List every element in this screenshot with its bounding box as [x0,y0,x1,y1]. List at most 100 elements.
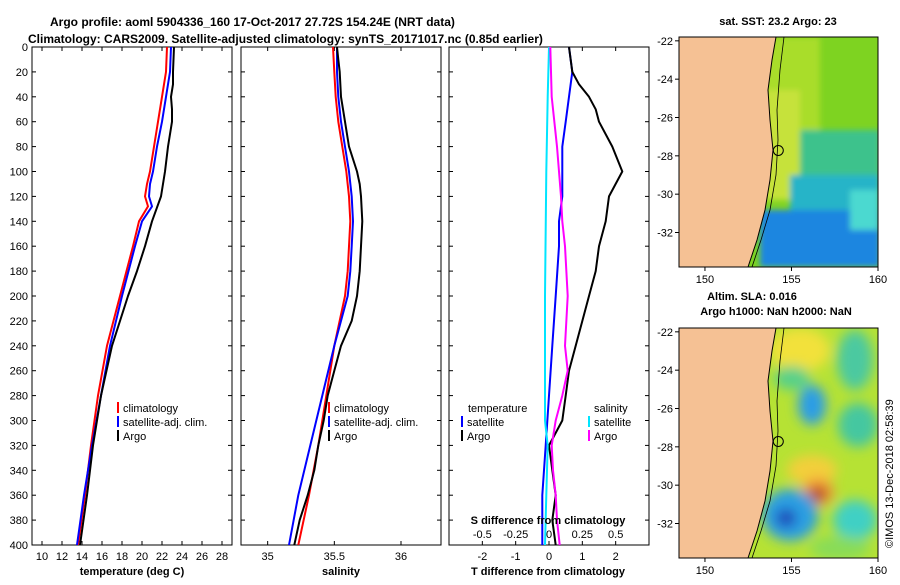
depth-tick-label: 320 [10,440,28,452]
axis-ticks: 0204060801001201401601802002202402602803… [10,42,649,563]
x-tick-label: 20 [136,551,148,563]
depth-tick-label: 260 [10,366,28,378]
depth-tick-label: 280 [10,391,28,403]
x-tick-label: 35.5 [324,551,345,563]
sla-map-frame [678,327,879,559]
depth-tick-label: 300 [10,416,28,428]
salinity-legend: climatology satellite-adj. clim. Argo [328,402,418,443]
series-line-climatology [297,47,352,545]
legend-label-argo: Argo [123,431,146,443]
sla-blob-yellow1 [770,328,830,372]
x-tick-label: 18 [116,551,128,563]
depth-tick-label: 240 [10,341,28,353]
sla-blob-teal3 [833,500,877,540]
s-diff-tick-label: 0 [546,529,552,541]
lon-tick-label: 155 [782,565,800,577]
lat-tick-label: -22 [657,36,673,48]
sla-blob-yellow2 [787,455,837,485]
x-tick-label: 0 [546,551,552,563]
depth-tick-label: 40 [16,92,28,104]
sla-bathymetry-contour [751,328,785,558]
sst-bathymetry-contour [751,37,785,267]
lat-tick-label: -24 [657,365,673,377]
sla-map-title: Altim. SLA: 0.016 [707,291,797,303]
lon-tick-label: 150 [696,565,714,577]
x-tick-label: 24 [176,551,188,563]
x-tick-label: 1 [579,551,585,563]
s-diff-tick-label: 0.25 [572,529,593,541]
legend-label-t-satellite: satellite [467,417,504,429]
lat-tick-label: -22 [657,327,673,339]
x-tick-label: 35 [262,551,274,563]
sla-blob-darkblue [776,509,796,527]
legend-label-satellite: satellite-adj. clim. [123,417,207,429]
series-line-t-argo [548,47,624,545]
series-line-satellite-adj-clim- [288,47,354,545]
map-ticks: 150 155 160 -22 -24 -26 -28 -30 -32 150 155 160 -22 -… [657,36,887,577]
lat-tick-label: -32 [657,228,673,240]
x-tick-label: 12 [56,551,68,563]
sst-map-title: sat. SST: 23.2 Argo: 23 [719,16,837,28]
depth-tick-label: 80 [16,142,28,154]
series-line-climatology [77,47,168,545]
series-line-s-satellite [544,47,550,545]
depth-tick-label: 360 [10,490,28,502]
sst-map [679,37,878,267]
depth-tick-label: 200 [10,291,28,303]
depth-tick-label: 20 [16,67,28,79]
difference-legend: temperature satellite Argo salinity sate… [461,403,631,527]
depth-tick-label: 340 [10,465,28,477]
series-group [288,47,364,545]
x-tick-label: 2 [613,551,619,563]
lat-tick-label: -32 [657,519,673,531]
depth-tick-label: 120 [10,191,28,203]
lon-tick-label: 160 [869,274,887,286]
x-tick-label: 26 [196,551,208,563]
depth-tick-label: 160 [10,241,28,253]
sst-patch-teal [850,190,878,230]
credit-text: ©IMOS 13-Dec-2018 02:58:39 [884,399,896,548]
series-line-argo [79,47,175,545]
sla-blob-green1 [774,366,810,390]
sla-blob-blue1 [798,385,826,425]
depth-tick-label: 380 [10,515,28,527]
x-tick-label: 36 [395,551,407,563]
x-tick-label: 28 [216,551,228,563]
series-group [541,47,624,545]
profile-lines [76,47,624,545]
sla-land [679,328,777,558]
legend-label-climatology: climatology [334,403,390,415]
s-diff-tick-label: -0.5 [473,529,492,541]
s-difference-axis-label: S difference from climatology [471,515,627,527]
sla-blob-green2 [810,536,870,558]
depth-tick-label: 0 [22,42,28,54]
depth-tick-label: 180 [10,266,28,278]
lat-tick-label: -28 [657,151,673,163]
x-tick-label: 10 [36,551,48,563]
depth-tick-label: 140 [10,216,28,228]
depth-tick-label: 400 [10,540,28,552]
x-tick-label: 22 [156,551,168,563]
series-line-s-argo [549,47,569,545]
temperature-legend: climatology satellite-adj. clim. Argo [117,402,207,443]
sst-float-marker [772,145,784,156]
x-tick-label: -1 [511,551,521,563]
lat-tick-label: -26 [657,404,673,416]
lat-tick-label: -24 [657,74,673,86]
lat-tick-label: -28 [657,442,673,454]
t-difference-axis-label: T difference from climatology [471,566,626,578]
salinity-panel [240,46,442,546]
sla-blob-teal2 [838,403,878,447]
lon-tick-label: 150 [696,274,714,286]
depth-tick-label: 100 [10,167,28,179]
series-line-argo [293,47,364,545]
legend-title-salinity: salinity [594,403,628,415]
legend-title-temperature: temperature [468,403,527,415]
sla-float-marker [772,436,784,447]
salinity-axis-label: salinity [322,566,361,578]
legend-label-argo: Argo [334,431,357,443]
x-tick-label: -2 [477,551,487,563]
figure-title-line1: Argo profile: aoml 5904336_160 17-Oct-20… [50,15,455,29]
legend-label-s-argo: Argo [594,431,617,443]
